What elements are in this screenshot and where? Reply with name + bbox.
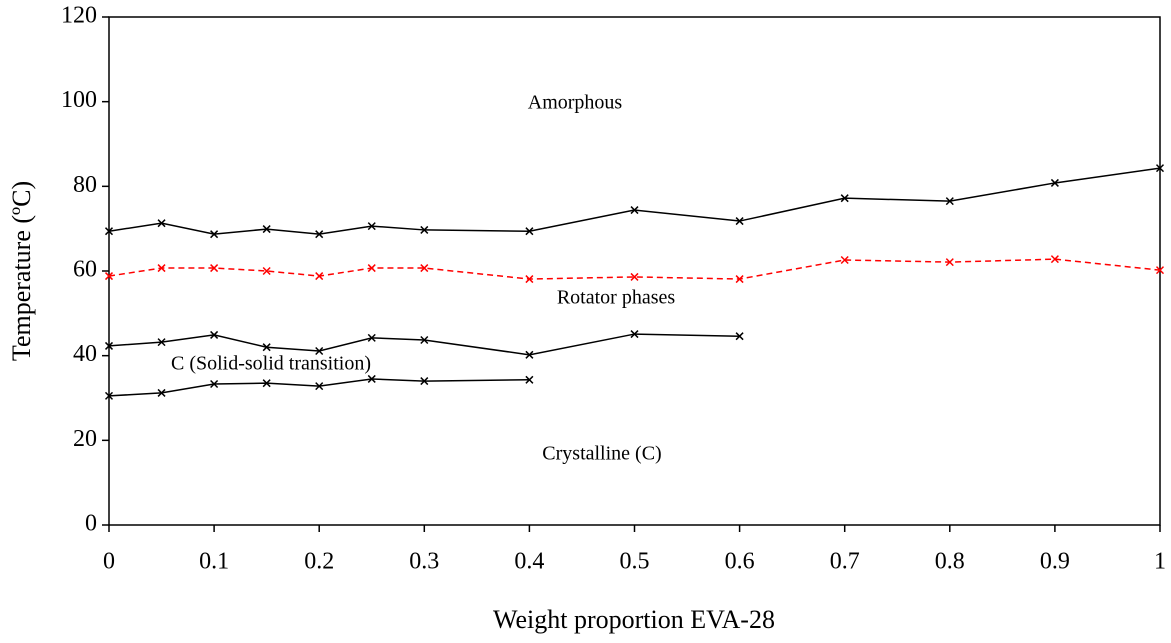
x-tick-label: 0.7 <box>830 549 860 575</box>
x-tick-label: 0.1 <box>199 549 229 575</box>
data-point <box>630 330 639 339</box>
y-tick-label: 40 <box>73 341 97 367</box>
y-tick-label: 120 <box>61 3 97 29</box>
data-point <box>104 272 114 281</box>
data-point <box>367 374 376 383</box>
data-point <box>210 379 219 389</box>
data-point <box>315 382 324 391</box>
data-point <box>262 379 271 388</box>
data-point <box>945 258 954 267</box>
series-line <box>108 333 740 356</box>
y-tick-label: 80 <box>73 172 97 198</box>
data-point <box>262 343 271 352</box>
data-point <box>735 332 744 341</box>
y-tick-label: 100 <box>61 87 97 113</box>
data-point <box>1050 178 1059 187</box>
x-tick-label: 0.6 <box>725 549 755 575</box>
data-point <box>630 206 639 215</box>
y-axis-label: Temperature (ºC) <box>7 181 36 361</box>
data-point <box>525 375 534 384</box>
data-point <box>735 275 744 284</box>
data-point <box>210 330 219 339</box>
data-point <box>157 388 166 397</box>
data-point <box>420 335 429 345</box>
x-tick-label: 0.9 <box>1040 549 1070 575</box>
x-tick-label: 0.3 <box>409 549 439 575</box>
data-point <box>525 227 534 236</box>
data-point <box>262 225 271 234</box>
y-tick-label: 60 <box>73 257 97 283</box>
data-point <box>315 346 324 356</box>
annotation: Amorphous <box>528 92 623 114</box>
data-point <box>262 266 271 276</box>
data-point <box>420 264 429 273</box>
data-point <box>945 197 954 206</box>
data-point <box>104 227 114 236</box>
x-tick-label: 0.8 <box>935 549 965 575</box>
data-point <box>840 194 849 203</box>
data-point <box>157 338 166 347</box>
annotation: C (Solid-solid transition) <box>171 353 371 375</box>
data-point <box>420 225 429 234</box>
data-point <box>104 391 114 400</box>
data-point <box>315 272 324 281</box>
data-point <box>1155 164 1165 173</box>
data-point <box>525 275 534 284</box>
data-point <box>525 350 534 359</box>
annotation: Rotator phases <box>557 287 676 309</box>
series-line <box>108 258 1161 280</box>
data-point <box>367 264 376 273</box>
data-point <box>630 272 639 281</box>
data-point <box>210 264 219 273</box>
x-tick-label: 0.5 <box>620 549 650 575</box>
y-tick-label: 0 <box>85 511 97 537</box>
data-point <box>1155 266 1165 275</box>
data-point <box>735 217 744 226</box>
x-tick-label: 0.4 <box>514 549 544 575</box>
data-point <box>367 333 376 342</box>
data-point <box>157 219 166 228</box>
annotation: Crystalline (C) <box>542 443 661 465</box>
data-point <box>157 264 166 273</box>
series-line <box>108 167 1161 235</box>
data-point <box>1050 255 1059 264</box>
data-point <box>315 230 324 239</box>
x-tick-label: 1 <box>1154 549 1166 575</box>
data-point <box>210 230 219 239</box>
series-line <box>108 378 530 397</box>
data-point <box>367 222 376 231</box>
data-point <box>840 255 849 265</box>
x-axis-label: Weight proportion EVA-28 <box>493 605 775 634</box>
x-tick-label: 0.2 <box>304 549 334 575</box>
y-tick-label: 20 <box>73 426 97 452</box>
x-tick-label: 0 <box>103 549 115 575</box>
data-point <box>104 341 114 350</box>
data-point <box>420 377 429 386</box>
